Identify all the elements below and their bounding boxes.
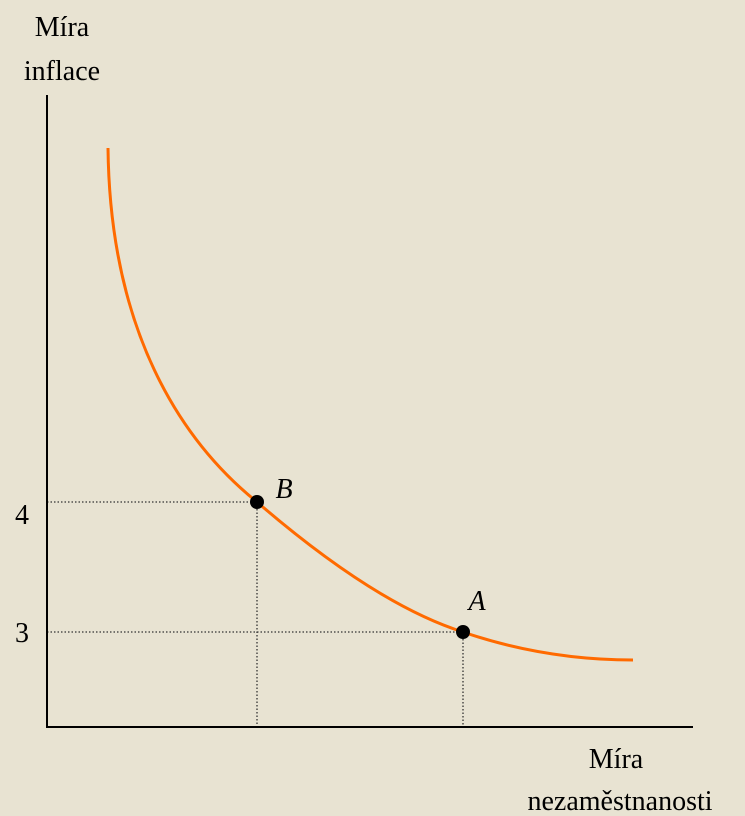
x-axis-label: nezaměstnanosti	[527, 786, 712, 816]
point	[250, 495, 264, 509]
point-label: B	[275, 474, 292, 505]
x-axis-label: Míra	[589, 744, 644, 775]
point	[456, 625, 470, 639]
y-axis-label: inflace	[24, 56, 100, 87]
y-axis-label: Míra	[35, 12, 90, 43]
y-tick-label: 3	[15, 618, 29, 649]
phillips-curve	[106, 147, 634, 662]
point-label: A	[466, 586, 486, 617]
y-tick-label: 4	[15, 500, 29, 531]
